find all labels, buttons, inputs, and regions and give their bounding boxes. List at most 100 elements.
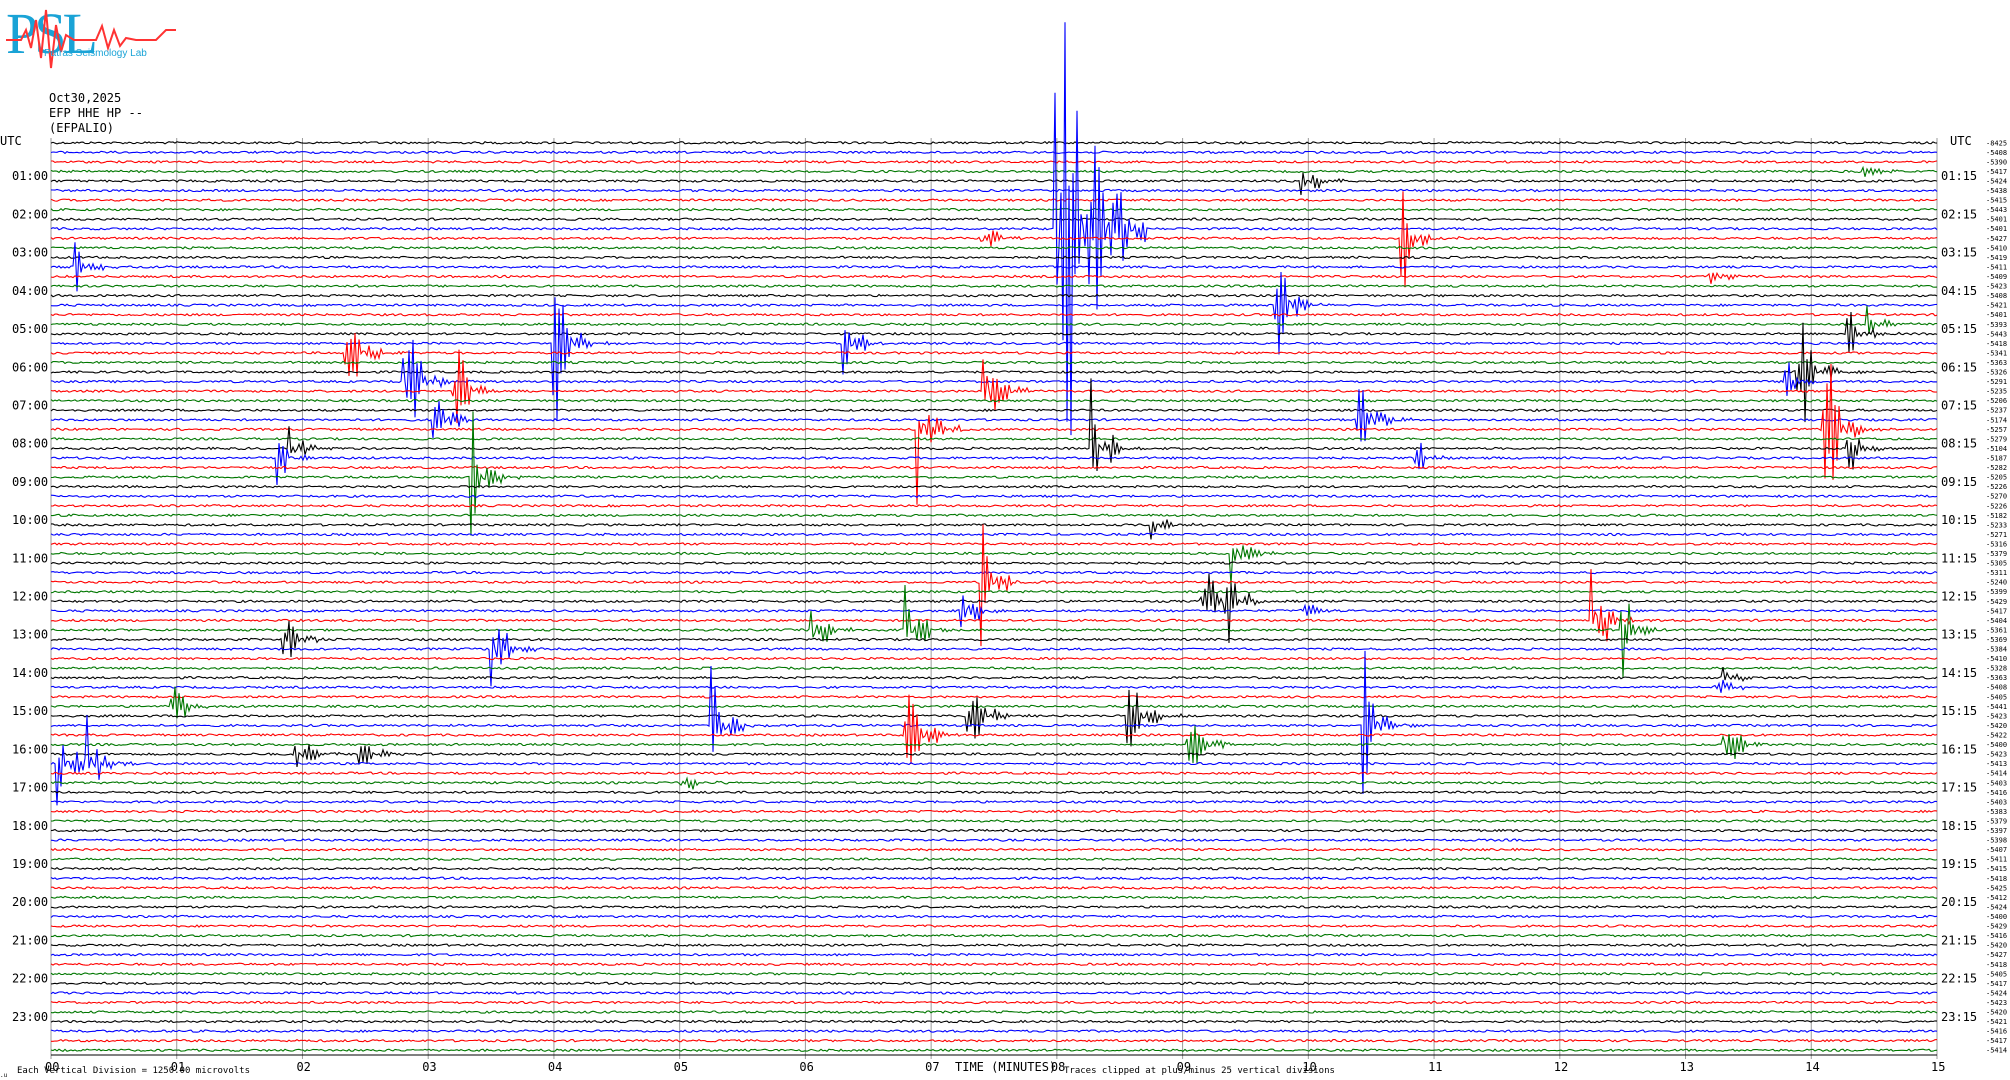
right-hour-label: 06:15 bbox=[1941, 360, 1977, 374]
left-hour-label: 11:00 bbox=[12, 551, 48, 565]
trace-34 bbox=[50, 465, 1938, 470]
trace-offset: -5401 bbox=[1986, 225, 2007, 233]
trace-83 bbox=[51, 933, 1938, 938]
x-axis-label: TIME (MINUTES) bbox=[955, 1060, 1056, 1074]
trace-0 bbox=[50, 140, 1938, 145]
trace-42 bbox=[50, 542, 1938, 546]
grid-lines bbox=[50, 138, 1938, 1059]
trace-45 bbox=[50, 570, 1938, 575]
trace-offset: -5425 bbox=[1986, 884, 2007, 892]
trace-78 bbox=[51, 885, 1938, 890]
trace-43 bbox=[50, 545, 1938, 585]
trace-57 bbox=[50, 679, 1938, 693]
trace-39 bbox=[51, 513, 1938, 518]
right-hour-label: 12:15 bbox=[1941, 590, 1977, 604]
trace-offset: -5187 bbox=[1986, 454, 2007, 462]
trace-offset: -5423 bbox=[1986, 999, 2007, 1007]
trace-offset: -5403 bbox=[1986, 798, 2007, 806]
trace-16 bbox=[50, 293, 1938, 298]
trace-offset: -5240 bbox=[1986, 579, 2007, 587]
trace-40 bbox=[51, 519, 1938, 540]
trace-offset: -5226 bbox=[1986, 502, 2007, 510]
trace-35 bbox=[50, 411, 1938, 536]
trace-62 bbox=[50, 694, 1938, 765]
trace-offset: -5443 bbox=[1986, 330, 2007, 338]
trace-offset: -5282 bbox=[1986, 464, 2007, 472]
trace-offset: -5384 bbox=[1986, 646, 2007, 654]
right-hour-label: 18:15 bbox=[1941, 819, 1977, 833]
trace-offset-labels: -8425-5408-5390-5417-5424-5438-5415-5443… bbox=[1986, 139, 2007, 1054]
left-hour-label: 19:00 bbox=[12, 857, 48, 871]
trace-1 bbox=[50, 150, 1938, 155]
x-tick-02: 02 bbox=[296, 1060, 310, 1074]
trace-offset: -5390 bbox=[1986, 158, 2007, 166]
psl-logo: PSL bbox=[6, 4, 176, 69]
left-hour-label: 16:00 bbox=[12, 742, 48, 756]
right-hour-label: 05:15 bbox=[1941, 322, 1977, 336]
trace-offset: -5328 bbox=[1986, 665, 2007, 673]
trace-23 bbox=[50, 360, 1938, 365]
trace-49 bbox=[50, 595, 1938, 628]
trace-4 bbox=[50, 172, 1938, 196]
trace-offset: -5326 bbox=[1986, 369, 2007, 377]
trace-offset: -5427 bbox=[1986, 951, 2007, 959]
trace-offset: -5417 bbox=[1986, 980, 2007, 988]
trace-6 bbox=[50, 198, 1938, 202]
right-hour-label: 21:15 bbox=[1941, 933, 1977, 947]
trace-36 bbox=[50, 484, 1938, 489]
utc-label-right: UTC bbox=[1950, 134, 1972, 148]
x-tick-01: 01 bbox=[171, 1060, 185, 1074]
trace-68 bbox=[50, 790, 1938, 795]
trace-offset: -5393 bbox=[1986, 321, 2007, 329]
x-tick-14: 14 bbox=[1805, 1060, 1819, 1074]
trace-offset: -5341 bbox=[1986, 349, 2007, 357]
right-hour-label: 22:15 bbox=[1941, 972, 1977, 986]
x-tick-13: 13 bbox=[1680, 1060, 1694, 1074]
trace-offset: -5311 bbox=[1986, 569, 2007, 577]
right-hour-label: 02:15 bbox=[1941, 207, 1977, 221]
trace-offset: -5418 bbox=[1986, 875, 2007, 883]
x-tick-05: 05 bbox=[674, 1060, 688, 1074]
right-hour-label: 20:15 bbox=[1941, 895, 1977, 909]
trace-25 bbox=[50, 339, 1938, 418]
vertical-division-note: Each Vertical Division = 1250.00 microvo… bbox=[17, 1066, 250, 1076]
trace-54 bbox=[50, 656, 1938, 661]
trace-84 bbox=[50, 943, 1938, 947]
trace-offset: -5279 bbox=[1986, 435, 2007, 443]
right-hour-label: 09:15 bbox=[1941, 475, 1977, 489]
trace-63 bbox=[50, 725, 1938, 764]
trace-offset: -5404 bbox=[1986, 617, 2007, 625]
x-tick-15: 15 bbox=[1931, 1060, 1945, 1074]
trace-56 bbox=[50, 667, 1938, 683]
trace-13 bbox=[50, 242, 1938, 292]
trace-offset: -5423 bbox=[1986, 751, 2007, 759]
trace-offset: -5422 bbox=[1986, 732, 2007, 740]
trace-65 bbox=[50, 715, 1938, 806]
left-hour-label: 22:00 bbox=[12, 972, 48, 986]
trace-22 bbox=[50, 332, 1938, 377]
right-hour-label: 15:15 bbox=[1941, 704, 1977, 718]
trace-offset: -5182 bbox=[1986, 512, 2007, 520]
trace-53 bbox=[50, 629, 1938, 687]
trace-offset: -5408 bbox=[1986, 684, 2007, 692]
left-hour-label: 02:00 bbox=[12, 207, 48, 221]
trace-69 bbox=[51, 800, 1938, 804]
trace-offset: -5415 bbox=[1986, 865, 2007, 873]
trace-11 bbox=[50, 246, 1938, 250]
trace-offset: -5291 bbox=[1986, 378, 2007, 386]
trace-offset: -5363 bbox=[1986, 359, 2007, 367]
trace-offset: -5226 bbox=[1986, 483, 2007, 491]
x-tick-09: 09 bbox=[1177, 1060, 1191, 1074]
trace-offset: -5424 bbox=[1986, 903, 2007, 911]
trace-offset: -5398 bbox=[1986, 837, 2007, 845]
trace-offset: -5407 bbox=[1986, 846, 2007, 854]
trace-44 bbox=[50, 561, 1938, 565]
trace-20 bbox=[50, 311, 1938, 353]
trace-offset: -5397 bbox=[1986, 827, 2007, 835]
trace-7 bbox=[50, 207, 1938, 212]
trace-offset: -5421 bbox=[1986, 302, 2007, 310]
left-hour-label: 23:00 bbox=[12, 1010, 48, 1024]
left-hour-label: 10:00 bbox=[12, 513, 48, 527]
trace-offset: -5408 bbox=[1986, 149, 2007, 157]
